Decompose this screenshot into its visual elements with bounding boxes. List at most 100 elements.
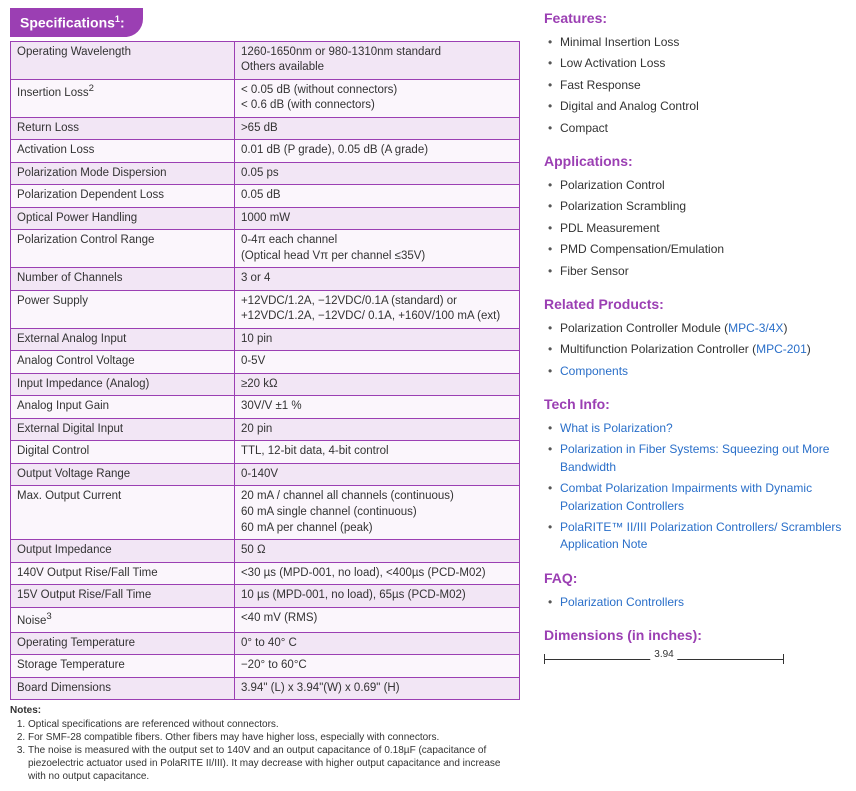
table-row: Analog Control Voltage0-5V — [11, 351, 520, 374]
dimension-tick-right — [783, 654, 784, 664]
note-item: Optical specifications are referenced wi… — [28, 718, 520, 731]
list-item: Low Activation Loss — [548, 53, 846, 74]
link[interactable]: Combat Polarization Impairments with Dyn… — [560, 481, 812, 512]
spec-label: 15V Output Rise/Fall Time — [11, 585, 235, 608]
dimension-tick-left — [544, 654, 545, 664]
spec-label: Return Loss — [11, 117, 235, 140]
list-item: Digital and Analog Control — [548, 96, 846, 117]
note-item: The noise is measured with the output se… — [28, 744, 520, 783]
table-row: Insertion Loss2< 0.05 dB (without connec… — [11, 79, 520, 117]
spec-value: 0-5V — [234, 351, 519, 374]
table-row: 15V Output Rise/Fall Time10 µs (MPD-001,… — [11, 585, 520, 608]
list-item: PMD Compensation/Emulation — [548, 239, 846, 260]
table-row: External Digital Input20 pin — [11, 418, 520, 441]
link[interactable]: PolaRITE™ II/III Polarization Controller… — [560, 520, 841, 551]
link[interactable]: Polarization in Fiber Systems: Squeezing… — [560, 442, 829, 473]
spec-value: −20° to 60°C — [234, 655, 519, 678]
list-item: Minimal Insertion Loss — [548, 32, 846, 53]
dimension-width-label: 3.94 — [650, 649, 677, 660]
spec-label: Activation Loss — [11, 140, 235, 163]
spec-label: External Digital Input — [11, 418, 235, 441]
notes-title: Notes: — [10, 705, 41, 716]
spec-label: 140V Output Rise/Fall Time — [11, 562, 235, 585]
spec-value: < 0.05 dB (without connectors)< 0.6 dB (… — [234, 79, 519, 117]
table-row: External Analog Input10 pin — [11, 328, 520, 351]
note-item: For SMF-28 compatible fibers. Other fibe… — [28, 731, 520, 744]
spec-label: Operating Wavelength — [11, 41, 235, 79]
table-row: Storage Temperature−20° to 60°C — [11, 655, 520, 678]
spec-label: Power Supply — [11, 290, 235, 328]
table-row: Polarization Mode Dispersion0.05 ps — [11, 162, 520, 185]
specifications-heading: Specifications1: — [10, 8, 143, 37]
spec-value: 0-140V — [234, 463, 519, 486]
table-row: Number of Channels3 or 4 — [11, 268, 520, 291]
spec-value: 50 Ω — [234, 540, 519, 563]
related-products-list: Polarization Controller Module (MPC-3/4X… — [544, 318, 846, 382]
table-row: Activation Loss0.01 dB (P grade), 0.05 d… — [11, 140, 520, 163]
spec-value: 1260-1650nm or 980-1310nm standardOthers… — [234, 41, 519, 79]
list-item: PolaRITE™ II/III Polarization Controller… — [548, 517, 846, 556]
list-item: Fiber Sensor — [548, 261, 846, 282]
table-row: 140V Output Rise/Fall Time<30 µs (MPD-00… — [11, 562, 520, 585]
spec-label: Insertion Loss2 — [11, 79, 235, 117]
spec-label: Optical Power Handling — [11, 207, 235, 230]
list-item: Components — [548, 361, 846, 382]
spec-value: 0° to 40° C — [234, 632, 519, 655]
spec-value: 0.05 ps — [234, 162, 519, 185]
notes-block: Notes: Optical specifications are refere… — [10, 704, 520, 783]
spec-label: Max. Output Current — [11, 486, 235, 540]
spec-value: 0.05 dB — [234, 185, 519, 208]
spec-label: Output Impedance — [11, 540, 235, 563]
spec-value: 1000 mW — [234, 207, 519, 230]
spec-label: Polarization Dependent Loss — [11, 185, 235, 208]
table-row: Analog Input Gain30V/V ±1 % — [11, 396, 520, 419]
table-row: Power Supply+12VDC/1.2A, −12VDC/0.1A (st… — [11, 290, 520, 328]
spec-label: Output Voltage Range — [11, 463, 235, 486]
specifications-sup: 1 — [115, 14, 120, 24]
spec-label: Analog Control Voltage — [11, 351, 235, 374]
spec-label: Noise3 — [11, 607, 235, 632]
table-row: Output Voltage Range0-140V — [11, 463, 520, 486]
link[interactable]: Polarization Controllers — [560, 595, 684, 609]
related-heading: Related Products: — [544, 296, 846, 312]
features-list: Minimal Insertion LossLow Activation Los… — [544, 32, 846, 139]
spec-value: 3.94" (L) x 3.94"(W) x 0.69" (H) — [234, 677, 519, 700]
spec-value: 30V/V ±1 % — [234, 396, 519, 419]
table-row: Operating Temperature0° to 40° C — [11, 632, 520, 655]
spec-label: Digital Control — [11, 441, 235, 464]
table-row: Board Dimensions3.94" (L) x 3.94"(W) x 0… — [11, 677, 520, 700]
spec-value: <40 mV (RMS) — [234, 607, 519, 632]
list-item: Combat Polarization Impairments with Dyn… — [548, 478, 846, 517]
faq-list: Polarization Controllers — [544, 592, 846, 613]
table-row: Optical Power Handling1000 mW — [11, 207, 520, 230]
spec-label: Polarization Mode Dispersion — [11, 162, 235, 185]
list-item: Fast Response — [548, 75, 846, 96]
list-item: Multifunction Polarization Controller (M… — [548, 339, 846, 360]
spec-value: 10 pin — [234, 328, 519, 351]
applications-list: Polarization ControlPolarization Scrambl… — [544, 175, 846, 282]
link[interactable]: Components — [560, 364, 628, 378]
list-item: Polarization Controllers — [548, 592, 846, 613]
tech-info-list: What is Polarization? Polarization in Fib… — [544, 418, 846, 556]
link[interactable]: MPC-3/4X — [728, 321, 783, 335]
link[interactable]: What is Polarization? — [560, 421, 673, 435]
spec-value: 20 mA / channel all channels (continuous… — [234, 486, 519, 540]
table-row: Digital ControlTTL, 12-bit data, 4-bit c… — [11, 441, 520, 464]
list-item: PDL Measurement — [548, 218, 846, 239]
list-item: Polarization in Fiber Systems: Squeezing… — [548, 439, 846, 478]
table-row: Polarization Control Range0-4π each chan… — [11, 230, 520, 268]
spec-label: Number of Channels — [11, 268, 235, 291]
notes-list: Optical specifications are referenced wi… — [10, 718, 520, 783]
table-row: Polarization Dependent Loss0.05 dB — [11, 185, 520, 208]
tech-heading: Tech Info: — [544, 396, 846, 412]
specifications-table: Operating Wavelength1260-1650nm or 980-1… — [10, 41, 520, 701]
spec-value: >65 dB — [234, 117, 519, 140]
spec-value: 20 pin — [234, 418, 519, 441]
link[interactable]: MPC-201 — [756, 342, 807, 356]
spec-label: Operating Temperature — [11, 632, 235, 655]
applications-heading: Applications: — [544, 153, 846, 169]
table-row: Return Loss>65 dB — [11, 117, 520, 140]
specifications-title: Specifications — [20, 15, 115, 31]
features-heading: Features: — [544, 10, 846, 26]
spec-value: 10 µs (MPD-001, no load), 65µs (PCD-M02) — [234, 585, 519, 608]
